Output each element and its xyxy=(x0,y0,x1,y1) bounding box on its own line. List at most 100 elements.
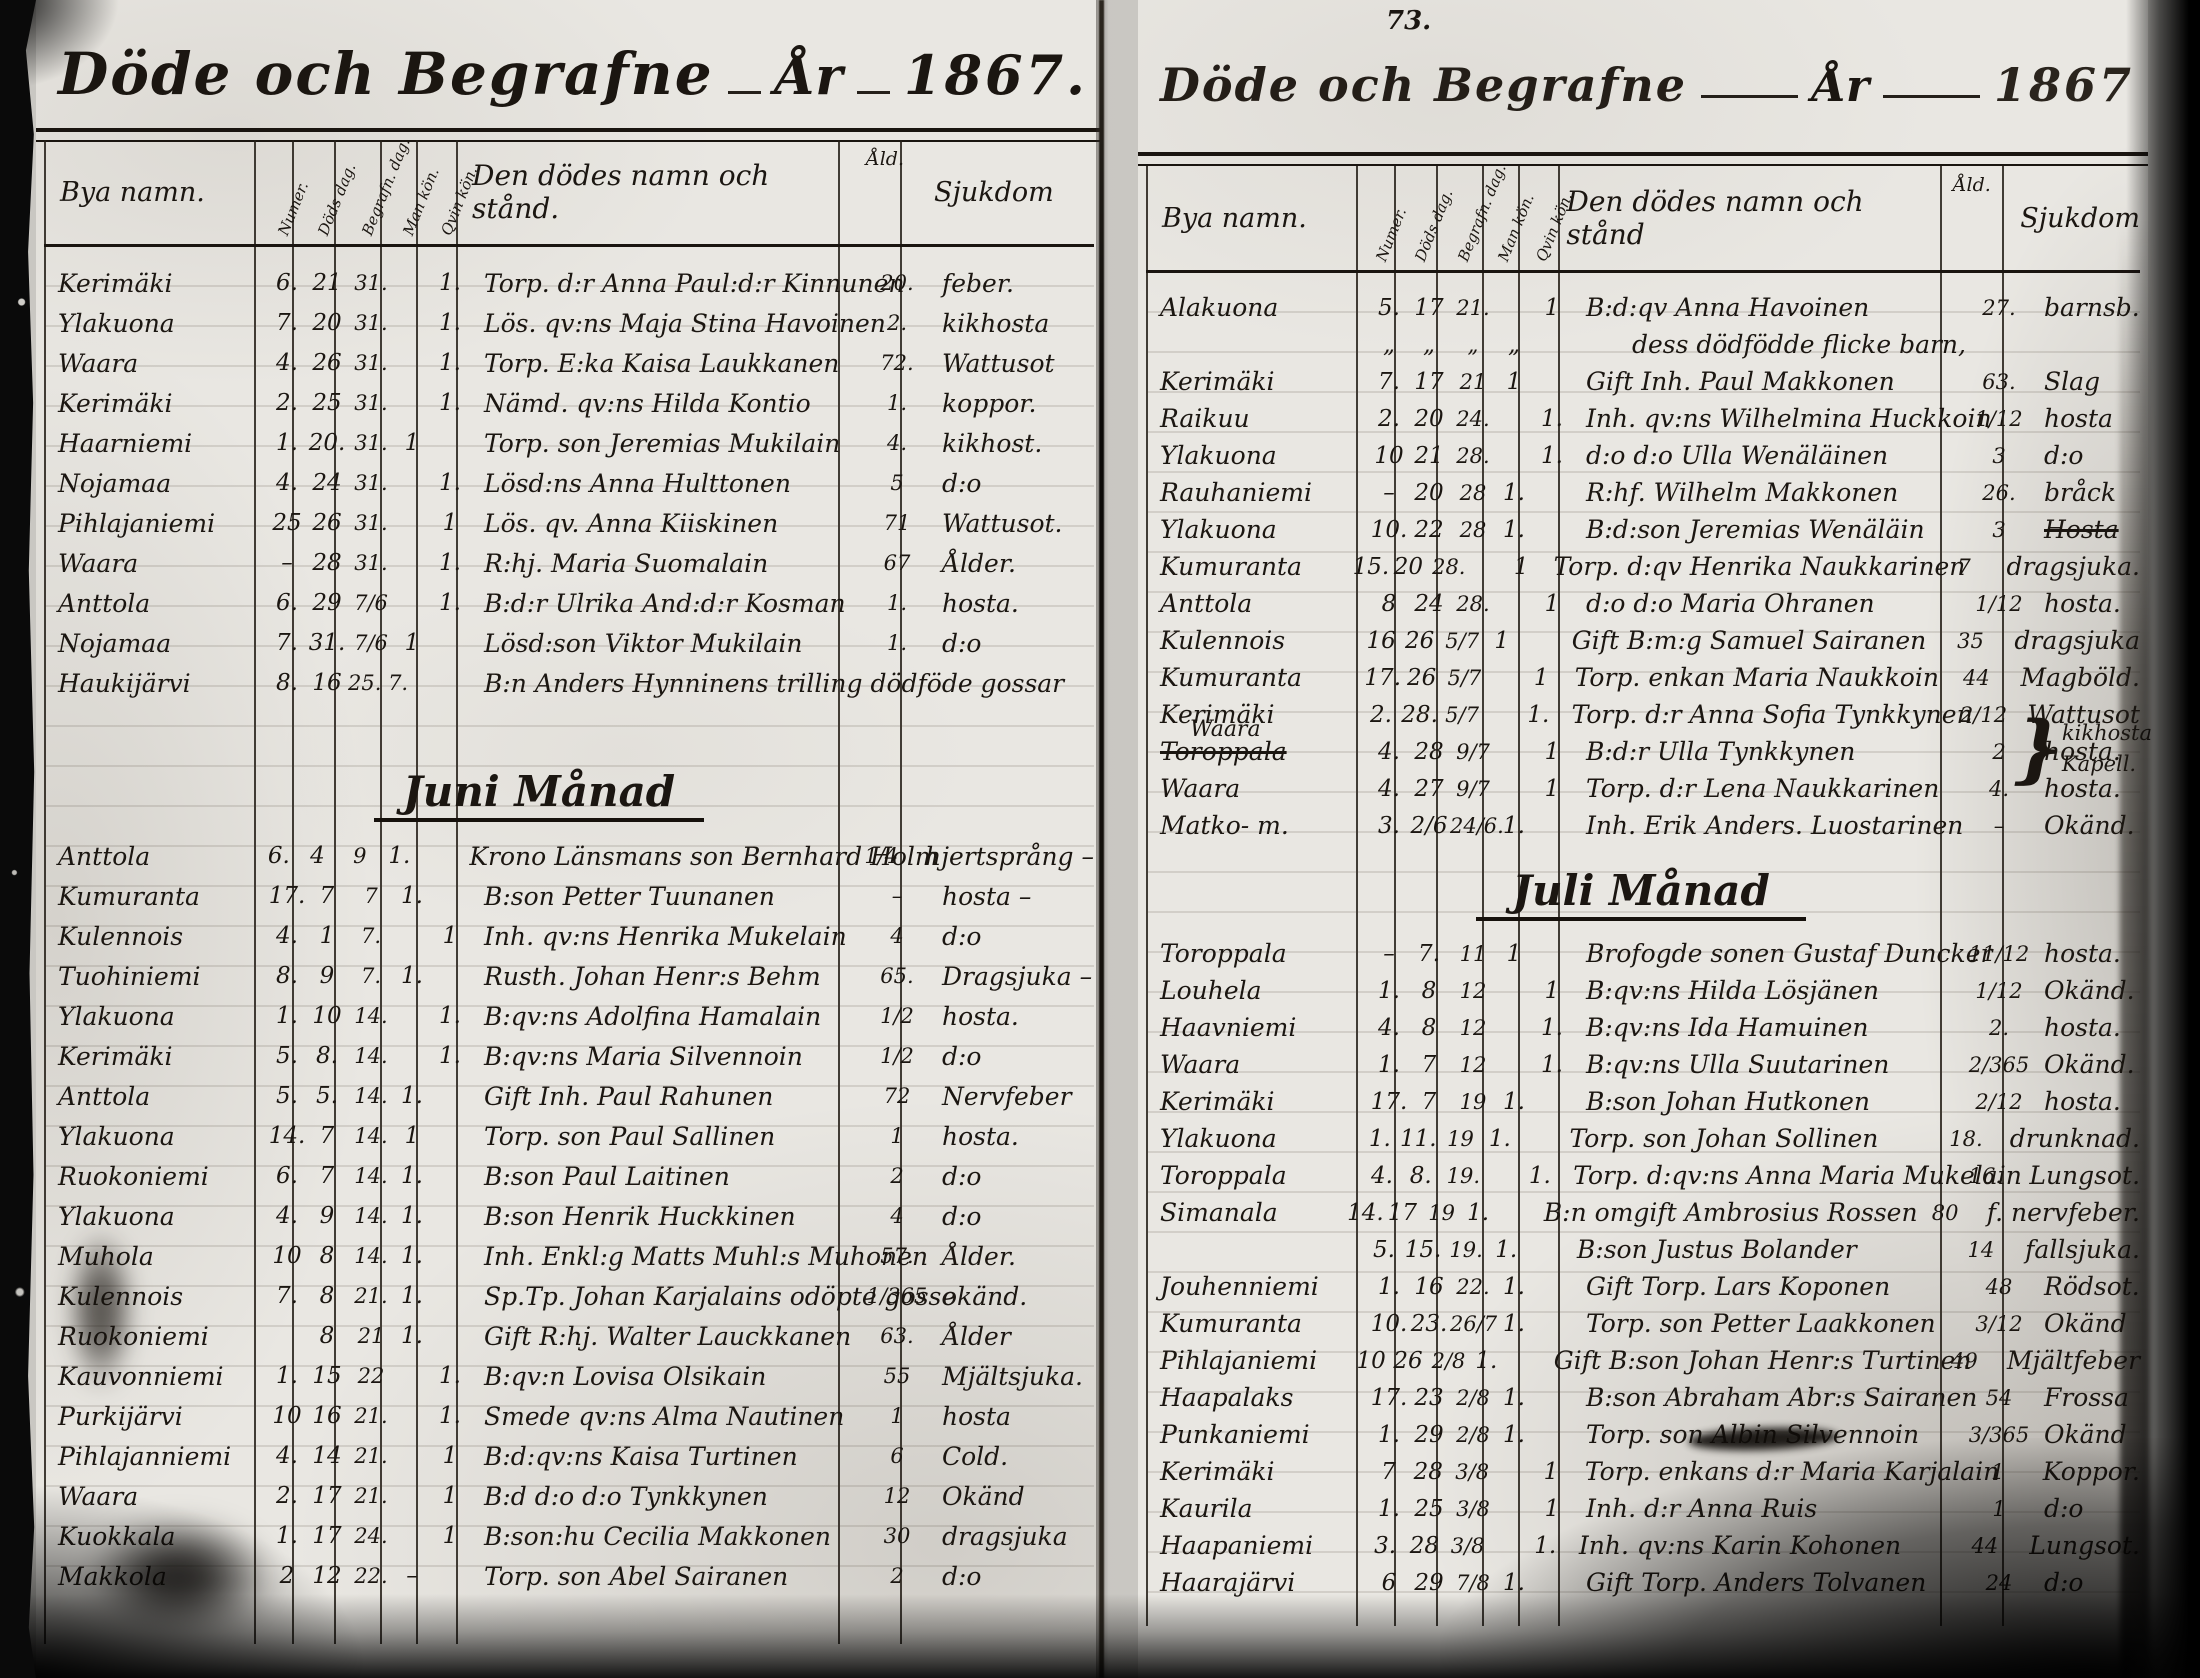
row-a: 2/12 xyxy=(1975,1089,2023,1114)
register-row: Kumuranta 17. 7 7 1. B:son Petter Tuunanen – ho… xyxy=(44,876,1094,916)
row-c3: 19 xyxy=(1447,1126,1474,1151)
register-row: Haarniemi 1. 20. 31. 1 Torp. son Jeremias Muk… xyxy=(44,423,1094,463)
row-n: B:qv:n Lovisa Olsikain xyxy=(484,1361,767,1391)
row-m: 1. xyxy=(1503,1310,1525,1337)
row-f: 1. xyxy=(1528,1162,1551,1189)
row-v: Anttola xyxy=(58,588,151,618)
row-d: Wattusot. xyxy=(942,508,1063,538)
register-row: Kumuranta 10. 23. 26/7 1. Torp. son Petter La… xyxy=(1146,1305,2140,1342)
row-c2: 31. xyxy=(308,630,346,656)
row-c2: 28 xyxy=(1413,1458,1443,1485)
row-d: d:o xyxy=(942,468,982,498)
header-name-estate: Den dödes namn och stånd xyxy=(1566,185,1864,251)
row-c2: 26 xyxy=(1406,664,1437,691)
row-f: 1. xyxy=(439,310,461,336)
row-d: hosta. xyxy=(942,1121,1019,1151)
row-m: 1. xyxy=(401,963,423,989)
row-c2: 8 xyxy=(1421,1014,1437,1041)
row-n: B:n Anders Hynninens trilling dödföde go… xyxy=(484,668,1065,698)
header-village: Bya namn. xyxy=(60,176,205,208)
row-v: Haukijärvi xyxy=(58,668,191,698)
row-f: 1 xyxy=(1544,590,1560,617)
row-c1: 10. xyxy=(1370,516,1408,543)
row-c2: 5. xyxy=(316,1083,338,1109)
row-v: Anttola xyxy=(58,841,151,871)
row-c1: 10. xyxy=(1370,1310,1408,1337)
row-a: 55 xyxy=(883,1364,911,1388)
row-v: Kerimäki xyxy=(58,388,173,418)
row-v: Pihlajanniemi xyxy=(58,1441,232,1471)
row-d: dragsjuka xyxy=(2014,626,2140,655)
column-line xyxy=(334,140,336,1644)
row-c3: 9/7 xyxy=(1456,776,1490,801)
row-v: Kerimäki xyxy=(58,268,173,298)
row-d: d:o xyxy=(942,1561,982,1591)
register-row: Kerimäki 2. 28. 5/7 1. Torp. d:r Anna Sofia T… xyxy=(1146,696,2140,733)
register-row: Haapalaks 17. 23 2/8 1. B:son Abraham Abr:s S… xyxy=(1146,1379,2140,1416)
row-m: 1. xyxy=(1495,1236,1518,1263)
row-c1: 1. xyxy=(1368,1125,1391,1152)
register-row: Matko- m. 3. 2/6 24/6. 1. Inh. Erik Anders. L… xyxy=(1146,807,2140,844)
row-n: Torp. son Paul Sallinen xyxy=(484,1121,776,1151)
row-n: d:o d:o Maria Ohranen xyxy=(1586,589,1875,618)
row-n: Torp. E:ka Kaisa Laukkanen xyxy=(484,348,840,378)
row-d: hosta. xyxy=(2044,939,2121,968)
register-row: Pihlajaniemi 10 26 2/8 1. Gift B:son Johan He… xyxy=(1146,1342,2140,1379)
row-d: feber. xyxy=(942,268,1014,298)
scan-edge-left xyxy=(0,0,36,1678)
row-a: 63. xyxy=(1982,369,2016,394)
row-c3: 28. xyxy=(1432,554,1466,579)
row-a: 7 xyxy=(1957,554,1971,579)
row-c1: 1. xyxy=(276,1003,298,1029)
row-c3: 21. xyxy=(354,1284,388,1308)
column-line xyxy=(254,140,256,1644)
row-d: Mjältfeber xyxy=(2006,1346,2141,1375)
row-c1: 1. xyxy=(1378,1421,1400,1448)
year-value: 1867 xyxy=(1993,58,2135,112)
row-n: Krono Länsmans son Bernhard Holm xyxy=(469,841,939,871)
row-f: 1 xyxy=(1513,553,1529,580)
row-c1: 6. xyxy=(267,843,290,869)
row-c3: 12 xyxy=(1459,1052,1487,1077)
row-v: Kumuranta xyxy=(58,881,200,911)
row-f: 1. xyxy=(1541,405,1563,432)
column-line xyxy=(2002,166,2004,1626)
row-c3: 21 xyxy=(357,1324,385,1348)
row-m: 1. xyxy=(388,843,411,869)
row-c3: 31. xyxy=(354,271,388,295)
row-n: dess dödfödde flicke barn, xyxy=(1632,330,1966,359)
row-c2: 21 xyxy=(1414,442,1444,469)
row-c1: 7. xyxy=(276,310,298,336)
row-c3: 31. xyxy=(354,311,388,335)
row-v: Waara xyxy=(1160,774,1241,803)
row-v: Purkijärvi xyxy=(58,1401,183,1431)
row-n: B:d:r Ulrika And:d:r Kosman xyxy=(484,588,846,618)
row-c2: 8 xyxy=(319,1243,335,1269)
row-c3: 5/7 xyxy=(1447,665,1482,690)
row-c2: 17 xyxy=(1387,1199,1418,1226)
row-a: – xyxy=(1993,813,2005,838)
row-m: 1. xyxy=(401,1203,423,1229)
column-line xyxy=(1146,166,1148,1626)
row-c1: 1. xyxy=(276,430,298,456)
row-m: 1. xyxy=(1503,1273,1525,1300)
row-f: 1 xyxy=(1533,664,1549,691)
column-line xyxy=(44,140,46,1644)
register-row: Kulennois7.821.1.Sp.Tp. Johan Karjalains… xyxy=(44,1276,1094,1316)
register-row: Purkijärvi 10 16 21. 1. Smede qv:ns Alma Naut… xyxy=(44,1396,1094,1436)
row-c1: 8. xyxy=(276,963,298,989)
row-d: Ålder. xyxy=(942,1241,1016,1271)
row-a: 57. xyxy=(880,1244,914,1268)
left-register-table: Bya namn. Numer. Döds dag. Begrafn. dag.… xyxy=(44,135,1094,1644)
row-a: 2/365 xyxy=(1968,1052,2030,1077)
row-n: B:d:qv:ns Kaisa Turtinen xyxy=(484,1441,798,1471)
row-n: B:qv:ns Hilda Lösjänen xyxy=(1586,976,1880,1005)
row-a: 12 xyxy=(883,1484,911,1508)
row-c2: 7 xyxy=(319,883,335,909)
column-line xyxy=(1940,166,1942,1626)
row-c1: – xyxy=(1383,940,1395,967)
row-c2: 23. xyxy=(1410,1310,1448,1337)
row-a: 2 xyxy=(890,1564,904,1588)
row-m: 1. xyxy=(1503,1384,1525,1411)
register-row: Ylakuona 1. 10 14. 1. B:qv:ns Adolfina Hamala… xyxy=(44,996,1094,1036)
